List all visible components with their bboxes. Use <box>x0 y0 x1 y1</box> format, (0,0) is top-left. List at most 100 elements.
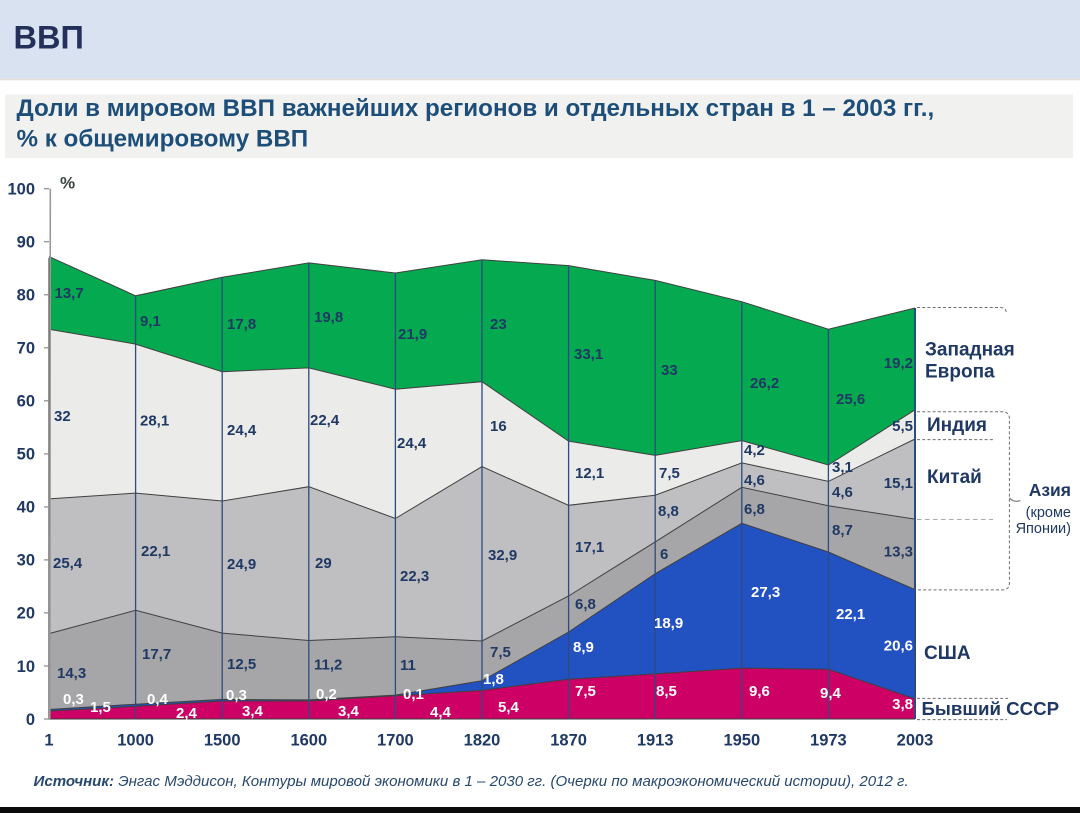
svg-text:21,9: 21,9 <box>398 326 427 343</box>
svg-text:9,1: 9,1 <box>140 313 161 330</box>
svg-text:1870: 1870 <box>550 732 587 750</box>
svg-text:15,1: 15,1 <box>884 475 913 492</box>
svg-text:2003: 2003 <box>897 732 934 750</box>
svg-text:24,4: 24,4 <box>397 435 427 452</box>
svg-text:1950: 1950 <box>723 732 760 750</box>
svg-text:4,2: 4,2 <box>744 442 765 459</box>
svg-text:5,5: 5,5 <box>892 418 913 435</box>
svg-text:24,9: 24,9 <box>227 556 256 573</box>
svg-text:0,3: 0,3 <box>226 687 247 704</box>
svg-text:80: 80 <box>17 287 35 305</box>
svg-text:8,9: 8,9 <box>573 639 594 656</box>
svg-text:10: 10 <box>17 658 35 676</box>
svg-text:26,2: 26,2 <box>750 375 779 392</box>
svg-text:1700: 1700 <box>377 732 414 750</box>
svg-text:23: 23 <box>490 316 507 333</box>
svg-text:1,8: 1,8 <box>483 671 504 688</box>
svg-text:11: 11 <box>400 657 416 674</box>
svg-text:7,5: 7,5 <box>575 683 596 700</box>
svg-text:7,5: 7,5 <box>490 644 511 661</box>
svg-text:16: 16 <box>490 418 507 435</box>
svg-text:8,5: 8,5 <box>656 683 677 700</box>
svg-text:%: % <box>60 174 75 193</box>
svg-text:1973: 1973 <box>810 732 847 750</box>
svg-text:6,8: 6,8 <box>575 596 596 613</box>
svg-text:20,6: 20,6 <box>884 638 913 655</box>
svg-text:13,7: 13,7 <box>55 285 84 302</box>
svg-text:27,3: 27,3 <box>751 584 780 601</box>
svg-text:1000: 1000 <box>117 732 154 750</box>
svg-text:60: 60 <box>17 393 35 411</box>
svg-text:0: 0 <box>26 711 35 729</box>
svg-text:18,9: 18,9 <box>654 615 683 632</box>
svg-text:ВВП: ВВП <box>14 20 84 56</box>
svg-text:3,8: 3,8 <box>892 696 913 713</box>
svg-text:4,4: 4,4 <box>430 704 452 721</box>
svg-text:7,5: 7,5 <box>659 465 680 482</box>
svg-text:17,8: 17,8 <box>227 316 256 333</box>
svg-text:1913: 1913 <box>637 732 674 750</box>
svg-text:5,4: 5,4 <box>498 699 520 716</box>
svg-text:29: 29 <box>315 555 332 572</box>
svg-text:1500: 1500 <box>204 732 241 750</box>
svg-text:22,4: 22,4 <box>310 412 340 429</box>
svg-text:6,8: 6,8 <box>744 501 765 518</box>
svg-text:Бывший СССР: Бывший СССР <box>922 698 1060 719</box>
svg-text:1: 1 <box>44 732 53 750</box>
svg-text:28,1: 28,1 <box>140 413 169 430</box>
svg-text:25,6: 25,6 <box>836 391 865 408</box>
svg-text:22,1: 22,1 <box>141 543 170 560</box>
svg-text:% к общемировому ВВП: % к общемировому ВВП <box>17 126 309 153</box>
svg-text:1600: 1600 <box>290 732 327 750</box>
svg-text:Западная: Западная <box>925 340 1015 361</box>
svg-text:1820: 1820 <box>464 732 501 750</box>
svg-text:25,4: 25,4 <box>53 555 83 572</box>
svg-text:Китай: Китай <box>927 467 982 488</box>
svg-text:Индия: Индия <box>927 415 987 436</box>
svg-text:32: 32 <box>54 408 71 425</box>
svg-text:9,4: 9,4 <box>820 685 842 702</box>
svg-text:(кроме: (кроме <box>1026 505 1071 521</box>
svg-text:70: 70 <box>17 340 35 358</box>
svg-text:40: 40 <box>17 499 35 517</box>
svg-text:24,4: 24,4 <box>227 422 257 439</box>
svg-text:33: 33 <box>661 362 678 379</box>
svg-text:Японии): Японии) <box>1016 521 1071 537</box>
svg-text:Европа: Европа <box>925 362 995 383</box>
svg-text:17,1: 17,1 <box>575 539 604 556</box>
svg-text:13,3: 13,3 <box>884 544 913 561</box>
svg-text:1,5: 1,5 <box>90 699 111 716</box>
svg-text:0,2: 0,2 <box>316 686 337 703</box>
svg-text:12,5: 12,5 <box>227 656 256 673</box>
svg-text:90: 90 <box>17 234 35 252</box>
svg-text:Источник: Энгас Мэддисон, Конт: Источник: Энгас Мэддисон, Контуры мирово… <box>34 773 909 790</box>
svg-text:50: 50 <box>17 446 35 464</box>
svg-text:Доли в мировом ВВП важнейших р: Доли в мировом ВВП важнейших регионов и … <box>17 95 935 122</box>
svg-text:100: 100 <box>7 181 35 199</box>
svg-text:3,1: 3,1 <box>832 459 853 476</box>
svg-text:33,1: 33,1 <box>574 346 603 363</box>
svg-text:3,4: 3,4 <box>242 703 264 720</box>
svg-text:17,7: 17,7 <box>142 646 171 663</box>
svg-text:32,9: 32,9 <box>488 547 517 564</box>
svg-text:4,6: 4,6 <box>744 472 765 489</box>
svg-text:9,6: 9,6 <box>749 683 770 700</box>
svg-text:14,3: 14,3 <box>57 665 86 682</box>
svg-text:4,6: 4,6 <box>832 484 853 501</box>
svg-text:12,1: 12,1 <box>575 465 604 482</box>
svg-text:19,8: 19,8 <box>314 309 343 326</box>
svg-text:30: 30 <box>17 552 35 570</box>
svg-text:0,1: 0,1 <box>403 686 424 703</box>
svg-text:6: 6 <box>660 546 668 563</box>
svg-text:20: 20 <box>17 605 35 623</box>
svg-text:22,3: 22,3 <box>400 568 429 585</box>
svg-text:11,2: 11,2 <box>314 657 342 674</box>
svg-text:8,7: 8,7 <box>832 522 853 539</box>
svg-text:8,8: 8,8 <box>658 503 679 520</box>
svg-text:Азия: Азия <box>1029 480 1071 500</box>
svg-text:США: США <box>924 643 971 664</box>
svg-text:22,1: 22,1 <box>836 606 865 623</box>
svg-text:3,4: 3,4 <box>338 703 360 720</box>
svg-text:19,2: 19,2 <box>884 355 913 372</box>
svg-text:2,4: 2,4 <box>176 705 198 722</box>
